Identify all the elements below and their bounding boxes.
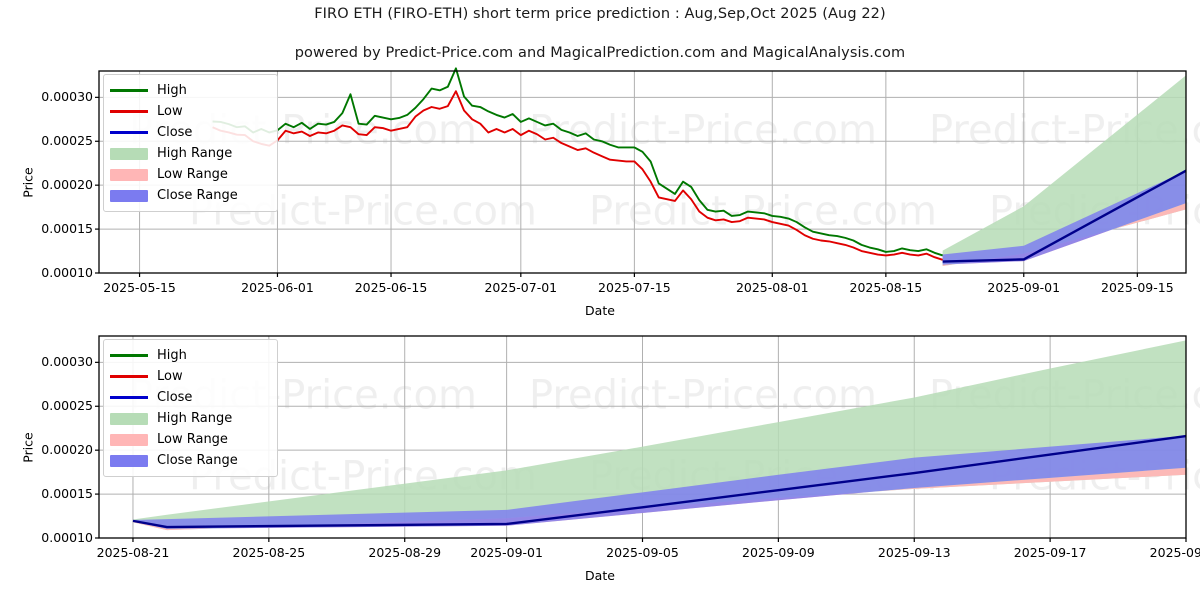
legend-swatch-high-icon [110, 349, 148, 362]
overview-legend-item: Close Range [110, 185, 269, 206]
svg-text:Predict-Price.com: Predict-Price.com [529, 108, 877, 154]
x-axis-tick-label: 2025-09-17 [1013, 545, 1087, 560]
legend-label: Low [157, 369, 183, 384]
legend-label: High [157, 83, 187, 98]
legend-swatch-close-range-icon [110, 189, 148, 202]
legend-swatch-low-icon [110, 105, 148, 118]
x-axis-tick-label: 2025-09-05 [606, 545, 679, 560]
x-axis-tick-label: 2025-08-25 [232, 545, 306, 560]
overview-legend-item: Close [110, 122, 269, 143]
x-axis-tick-label: 2025-08-21 [96, 545, 170, 560]
legend-label: Low Range [157, 432, 228, 447]
y-axis-tick-label: 0.00010 [41, 530, 93, 545]
y-axis-tick-label: 0.00025 [41, 133, 93, 149]
detail-legend-item: Close Range [110, 450, 269, 471]
overview-y-axis-title: Price [20, 167, 36, 198]
x-axis-tick-label: 2025-08-15 [849, 280, 923, 295]
x-axis-tick-label: 2025-05-15 [103, 280, 176, 295]
legend-label: High [157, 348, 187, 363]
detail-legend-item: Low [110, 366, 269, 387]
y-axis-tick-label: 0.00010 [41, 265, 93, 280]
overview-legend-item: High Range [110, 143, 269, 164]
legend-label: High Range [157, 411, 233, 426]
legend-swatch-close-range-icon [110, 454, 148, 467]
page-subtitle: powered by Predict-Price.com and Magical… [294, 45, 906, 61]
legend-swatch-low-range-icon [110, 168, 148, 181]
x-axis-tick-label: 2025-07-15 [598, 280, 671, 295]
x-axis-tick-label: 2025-09-01 [987, 280, 1061, 295]
x-axis-tick-label: 2025-08-29 [368, 545, 442, 560]
detail-plot: Predict-Price.com Predict-Price.comPredic… [95, 335, 1200, 542]
detail-x-axis-title: Date [585, 568, 615, 583]
legend-label: Close [157, 125, 193, 140]
legend-swatch-low-range-icon [110, 433, 148, 446]
legend-label: Close Range [157, 453, 238, 468]
detail-legend-item: High Range [110, 408, 269, 429]
page-title: FIRO ETH (FIRO-ETH) short term price pre… [314, 6, 886, 22]
legend-swatch-low-icon [110, 370, 148, 383]
legend-swatch-high-range-icon [110, 412, 148, 425]
detail-legend-item: Close [110, 387, 269, 408]
x-axis-tick-label: 2025-08-01 [735, 280, 809, 295]
x-axis-tick-label: 2025-07-01 [484, 280, 558, 295]
x-axis-tick-label: 2025-09-15 [1101, 280, 1174, 295]
detail-legend-item: Low Range [110, 429, 269, 450]
legend-swatch-high-icon [110, 84, 148, 97]
detail-y-axis-title: Price [20, 432, 36, 463]
x-axis-tick-label: 2025-09-13 [877, 545, 951, 560]
overview-legend-item: Low Range [110, 164, 269, 185]
legend-swatch-high-range-icon [110, 147, 148, 160]
svg-text:Predict-Price.com: Predict-Price.com [589, 189, 937, 235]
legend-label: Close [157, 390, 193, 405]
y-axis-tick-label: 0.00030 [41, 354, 93, 370]
y-axis-tick-label: 0.00025 [41, 398, 93, 414]
legend-label: Close Range [157, 188, 238, 203]
y-axis-tick-label: 0.00020 [41, 442, 93, 458]
y-axis-tick-label: 0.00015 [41, 486, 93, 502]
y-axis-tick-label: 0.00015 [41, 221, 93, 237]
y-axis-tick-label: 0.00020 [41, 177, 93, 193]
overview-legend-item: High [110, 80, 269, 101]
detail-legend: High Low Close High Range Low Range Close Ran… [103, 339, 278, 477]
overview-legend: High Low Close High Range Low Range Close Ran… [103, 74, 278, 212]
y-axis-tick-label: 0.00030 [41, 89, 93, 105]
x-axis-tick-label: 2025-06-15 [354, 280, 428, 295]
legend-label: High Range [157, 146, 233, 161]
overview-legend-item: Low [110, 101, 269, 122]
svg-text:Predict-Price.com: Predict-Price.com [529, 373, 877, 419]
x-axis-tick-label: 2025-09-09 [742, 545, 815, 560]
legend-label: Low Range [157, 167, 228, 182]
overview-x-axis-title: Date [585, 303, 615, 318]
legend-label: Low [157, 104, 183, 119]
legend-swatch-close-icon [110, 126, 148, 139]
x-axis-tick-label: 2025-09-01 [470, 545, 543, 560]
x-axis-tick-label: 2025-06-01 [241, 280, 314, 295]
detail-legend-item: High [110, 345, 269, 366]
legend-swatch-close-icon [110, 391, 148, 404]
detail-chart-panel: Predict-Price.com Predict-Price.com Predic… [0, 325, 1200, 590]
x-axis-tick-label: 2025-09-21 [1149, 545, 1200, 560]
